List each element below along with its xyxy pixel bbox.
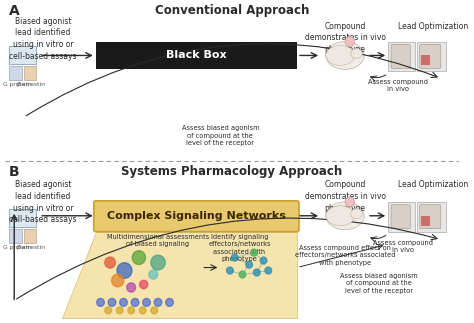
FancyBboxPatch shape — [24, 229, 36, 243]
FancyBboxPatch shape — [421, 56, 430, 66]
Circle shape — [139, 280, 148, 289]
Ellipse shape — [351, 48, 362, 58]
Circle shape — [154, 298, 162, 307]
Ellipse shape — [326, 46, 355, 66]
Text: Conventional Approach: Conventional Approach — [155, 4, 309, 17]
Circle shape — [239, 271, 246, 278]
FancyBboxPatch shape — [391, 45, 410, 68]
Text: A: A — [9, 4, 19, 18]
FancyBboxPatch shape — [9, 229, 22, 243]
Circle shape — [246, 261, 253, 268]
Circle shape — [166, 298, 173, 307]
FancyBboxPatch shape — [388, 202, 415, 232]
FancyBboxPatch shape — [391, 205, 410, 229]
Circle shape — [227, 267, 233, 274]
Circle shape — [251, 249, 257, 256]
FancyBboxPatch shape — [9, 67, 22, 80]
Text: Compound
demonstrates in vivo
phenotype: Compound demonstrates in vivo phenotype — [304, 22, 385, 54]
Circle shape — [139, 307, 146, 314]
Circle shape — [119, 298, 128, 307]
Circle shape — [260, 257, 267, 264]
Circle shape — [151, 255, 165, 270]
Circle shape — [131, 298, 139, 307]
Text: Assess compound
in vivo: Assess compound in vivo — [368, 79, 428, 92]
Circle shape — [345, 197, 355, 207]
Text: Biased agonist
lead identified
using in vitro or
cell-based assays: Biased agonist lead identified using in … — [9, 180, 77, 224]
Text: Lead Optimization: Lead Optimization — [398, 180, 468, 189]
Ellipse shape — [326, 206, 355, 226]
Circle shape — [117, 263, 132, 278]
Text: G protein: G protein — [3, 82, 31, 87]
Circle shape — [116, 307, 123, 314]
FancyBboxPatch shape — [94, 201, 299, 232]
Circle shape — [265, 267, 272, 274]
Text: Assess compound
in vivo: Assess compound in vivo — [373, 240, 433, 253]
Text: Identify signaling
effectors/networks
associated with
phenotype: Identify signaling effectors/networks as… — [208, 234, 271, 262]
Circle shape — [127, 283, 136, 292]
Text: Assess biased agonism
of compound at the
level of the receptor: Assess biased agonism of compound at the… — [182, 125, 259, 146]
Text: Compound
demonstrates in vivo
phenotype: Compound demonstrates in vivo phenotype — [304, 180, 385, 213]
FancyBboxPatch shape — [417, 42, 446, 71]
Circle shape — [132, 251, 146, 265]
Text: Systems Pharmacology Approach: Systems Pharmacology Approach — [121, 165, 343, 178]
Text: Black Box: Black Box — [166, 50, 227, 60]
Circle shape — [151, 307, 157, 314]
FancyBboxPatch shape — [420, 205, 441, 229]
Circle shape — [112, 274, 124, 287]
Ellipse shape — [326, 202, 364, 230]
Circle shape — [128, 307, 135, 314]
Ellipse shape — [326, 42, 364, 69]
Circle shape — [108, 298, 116, 307]
Polygon shape — [62, 232, 297, 318]
Text: Biased agonist
lead identified
using in vitro or
cell-based assays: Biased agonist lead identified using in … — [9, 16, 77, 61]
Text: Lead Optimization: Lead Optimization — [398, 22, 468, 31]
Text: Assess compound effect on
effectors/networks associated
with phenotype: Assess compound effect on effectors/netw… — [295, 245, 395, 266]
Text: β-arrestin: β-arrestin — [16, 245, 45, 250]
FancyBboxPatch shape — [421, 216, 430, 226]
Circle shape — [143, 298, 150, 307]
FancyBboxPatch shape — [388, 42, 415, 71]
FancyBboxPatch shape — [9, 209, 36, 227]
Circle shape — [345, 36, 355, 47]
FancyBboxPatch shape — [417, 202, 446, 232]
FancyBboxPatch shape — [420, 45, 441, 68]
Text: B: B — [9, 165, 19, 179]
Circle shape — [105, 307, 111, 314]
FancyBboxPatch shape — [96, 42, 297, 69]
Circle shape — [149, 270, 158, 279]
Text: β-arrestin: β-arrestin — [16, 82, 45, 87]
Text: G protein: G protein — [3, 245, 31, 250]
Circle shape — [254, 269, 260, 276]
Circle shape — [105, 257, 115, 268]
FancyBboxPatch shape — [24, 67, 36, 80]
Ellipse shape — [351, 209, 362, 219]
Circle shape — [97, 298, 104, 307]
Text: Assess biased agonism
of compound at the
level of the receptor: Assess biased agonism of compound at the… — [340, 273, 418, 294]
Circle shape — [231, 254, 238, 261]
Text: Complex Signaling Networks: Complex Signaling Networks — [107, 211, 286, 221]
FancyBboxPatch shape — [9, 47, 36, 64]
Text: Multidimensional assessments
of biased signaling: Multidimensional assessments of biased s… — [107, 234, 209, 247]
